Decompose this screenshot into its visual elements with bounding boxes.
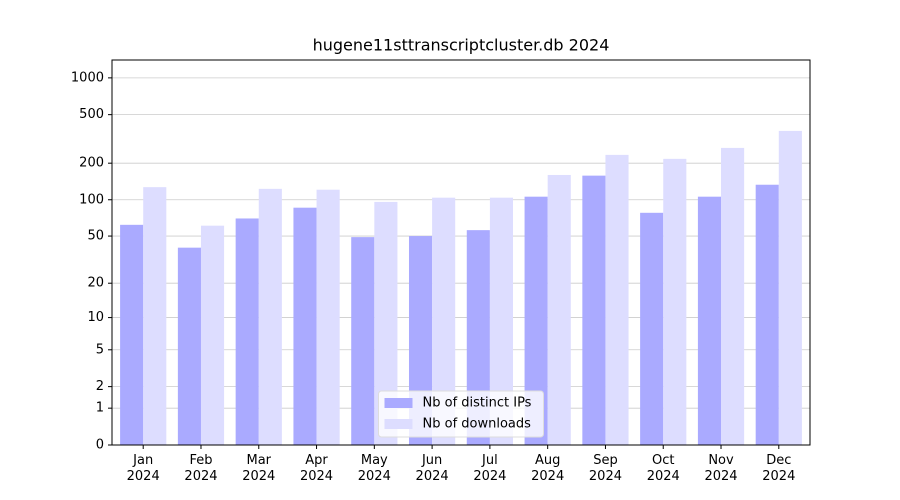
x-tick-label: Apr 2024 bbox=[299, 453, 334, 484]
legend-swatch bbox=[384, 398, 413, 408]
x-tick-label: Dec 2024 bbox=[762, 453, 796, 484]
x-tick-label: Jul 2024 bbox=[473, 453, 507, 484]
bar bbox=[177, 247, 201, 445]
bar bbox=[605, 154, 629, 445]
x-tick-label: Jun 2024 bbox=[415, 453, 449, 484]
bar bbox=[235, 218, 259, 445]
bar bbox=[432, 197, 456, 445]
bar bbox=[721, 147, 745, 445]
bar bbox=[778, 130, 802, 445]
plot-frame bbox=[111, 59, 811, 446]
x-tick-label: Feb 2024 bbox=[184, 453, 218, 484]
bar bbox=[200, 225, 225, 445]
legend: Nb of distinct IPs Nb of downloads bbox=[378, 390, 544, 438]
y-tick-label: 1000 bbox=[71, 70, 104, 85]
y-tick-label: 20 bbox=[87, 276, 104, 291]
bar bbox=[351, 237, 375, 445]
bar bbox=[293, 207, 317, 445]
y-tick-label: 0 bbox=[96, 438, 104, 453]
bar bbox=[663, 158, 687, 445]
bar bbox=[120, 224, 144, 445]
x-tick-label: Sep 2024 bbox=[588, 453, 622, 484]
x-tick-label: Oct 2024 bbox=[646, 453, 680, 484]
y-tick-label: 50 bbox=[87, 229, 104, 244]
y-tick-label: 2 bbox=[96, 379, 104, 394]
bar bbox=[374, 201, 398, 445]
y-tick-label: 10 bbox=[87, 310, 104, 325]
x-tick-label: Mar 2024 bbox=[242, 453, 276, 484]
bar bbox=[143, 187, 167, 445]
bar bbox=[582, 175, 606, 445]
y-tick-label: 500 bbox=[79, 107, 104, 122]
x-tick-label: Jan 2024 bbox=[126, 453, 160, 484]
legend-label: Nb of distinct IPs bbox=[423, 396, 532, 411]
legend-box bbox=[378, 390, 544, 438]
bar bbox=[640, 212, 664, 445]
bar bbox=[258, 188, 282, 445]
x-tick-label: Nov 2024 bbox=[704, 453, 738, 484]
x-tick-label: Aug 2024 bbox=[531, 453, 565, 484]
bar bbox=[755, 184, 779, 445]
y-tick-label: 1 bbox=[96, 401, 104, 416]
y-tick-label: 100 bbox=[79, 192, 104, 207]
y-tick-label: 200 bbox=[79, 156, 104, 171]
bar bbox=[697, 196, 722, 445]
chart-title: hugene11sttranscriptcluster.db 2024 bbox=[313, 36, 610, 55]
x-tick-label: May 2024 bbox=[357, 453, 391, 484]
bar bbox=[524, 196, 548, 445]
y-tick-label: 5 bbox=[96, 342, 104, 357]
bar bbox=[489, 197, 514, 445]
legend-swatch bbox=[384, 419, 413, 429]
legend-label: Nb of downloads bbox=[423, 417, 532, 432]
bar bbox=[547, 174, 571, 445]
bar bbox=[316, 189, 340, 445]
